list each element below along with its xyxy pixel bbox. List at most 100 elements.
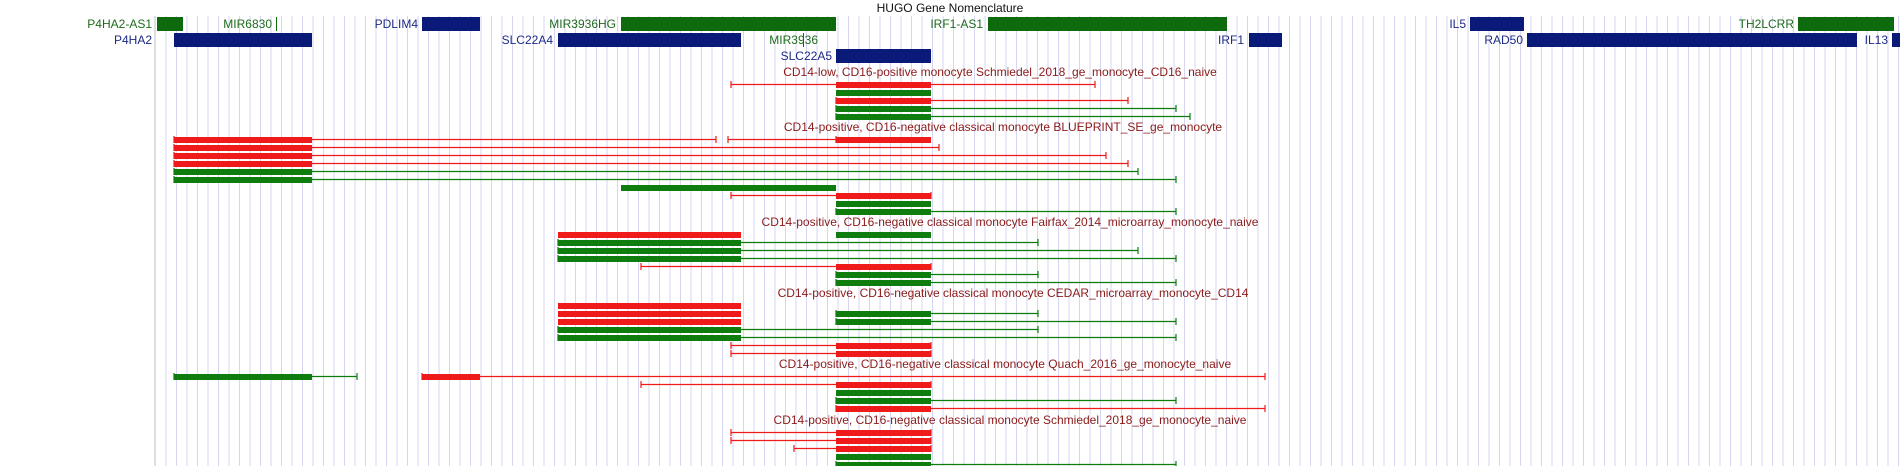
qtl-row[interactable] xyxy=(621,185,836,191)
qtl-block xyxy=(836,201,931,207)
gene-body xyxy=(1527,33,1857,47)
qtl-row[interactable] xyxy=(835,208,1177,215)
gene-irf1-as1[interactable]: IRF1-AS1 xyxy=(930,17,1227,31)
gene-mir3936[interactable]: MIR3936 xyxy=(769,33,818,47)
qtl-block xyxy=(558,248,741,254)
qtl-row[interactable] xyxy=(730,192,932,199)
panel-title: CD14-positive, CD16-negative classical m… xyxy=(774,413,1247,427)
qtl-row[interactable] xyxy=(835,310,1039,317)
qtl-row[interactable] xyxy=(730,429,932,436)
qtl-block xyxy=(836,114,931,120)
gene-mir6830[interactable]: MIR6830 xyxy=(223,17,277,31)
gene-pdlim4[interactable]: PDLIM4 xyxy=(375,17,480,31)
qtl-row[interactable] xyxy=(836,90,931,96)
qtl-row[interactable] xyxy=(835,318,1177,325)
qtl-row[interactable] xyxy=(727,136,931,143)
qtl-block xyxy=(558,335,741,341)
qtl-block xyxy=(836,272,931,278)
qtl-row[interactable] xyxy=(173,168,1139,175)
qtl-row[interactable] xyxy=(558,303,741,309)
gene-body xyxy=(422,17,480,31)
gene-p4ha2[interactable]: P4HA2 xyxy=(114,33,312,47)
gene-irf1[interactable]: IRF1 xyxy=(1218,33,1282,47)
qtl-row[interactable] xyxy=(835,397,1177,404)
gene-p4ha2-as1[interactable]: P4HA2-AS1 xyxy=(87,17,183,31)
qtl-row[interactable] xyxy=(835,461,1177,466)
qtl-block xyxy=(836,193,931,199)
qtl-row[interactable] xyxy=(640,381,932,388)
qtl-row[interactable] xyxy=(557,255,1177,262)
qtl-row[interactable] xyxy=(557,247,1139,254)
gene-label: IL5 xyxy=(1449,17,1466,31)
qtl-block xyxy=(174,169,312,175)
panel-title: CD14-positive, CD16-negative classical m… xyxy=(778,286,1249,300)
qtl-row[interactable] xyxy=(836,232,931,238)
gene-body xyxy=(174,33,312,47)
gene-slc22a4[interactable]: SLC22A4 xyxy=(502,33,741,47)
qtl-block xyxy=(836,311,931,317)
qtl-block xyxy=(174,137,312,143)
qtl-row[interactable] xyxy=(835,279,1177,286)
gene-label: MIR3936 xyxy=(769,33,818,47)
qtl-row[interactable] xyxy=(557,334,1177,341)
qtl-row[interactable] xyxy=(836,454,931,460)
qtl-row[interactable] xyxy=(558,319,741,325)
gene-slc22a5[interactable]: SLC22A5 xyxy=(781,49,931,63)
qtl-block xyxy=(836,90,931,96)
qtl-row[interactable] xyxy=(557,239,1039,246)
gene-rad50[interactable]: RAD50 xyxy=(1484,33,1857,47)
qtl-row[interactable] xyxy=(173,160,1129,167)
track-title: HUGO Gene Nomenclature xyxy=(877,1,1024,15)
qtl-row[interactable] xyxy=(835,97,1129,104)
vertical-grid-lines xyxy=(154,16,1899,466)
qtl-row[interactable] xyxy=(836,201,931,207)
qtl-block xyxy=(422,374,480,380)
qtl-row[interactable] xyxy=(835,271,1039,278)
qtl-row[interactable] xyxy=(557,326,1039,333)
qtl-block xyxy=(558,319,741,325)
qtl-row[interactable] xyxy=(793,445,932,452)
qtl-row[interactable] xyxy=(730,437,932,444)
qtl-row[interactable] xyxy=(173,144,940,151)
gene-body xyxy=(1798,17,1894,31)
panel-2: CD14-positive, CD16-negative classical m… xyxy=(173,120,1222,215)
gene-mir3936hg[interactable]: MIR3936HG xyxy=(549,17,836,31)
qtl-block xyxy=(836,351,931,357)
gene-body xyxy=(836,49,931,63)
gene-th2lcrr[interactable]: TH2LCRR xyxy=(1739,17,1894,31)
qtl-block xyxy=(836,137,931,143)
qtl-row[interactable] xyxy=(836,390,931,396)
panel-4: CD14-positive, CD16-negative classical m… xyxy=(557,286,1249,357)
qtl-block xyxy=(174,374,312,380)
qtl-row[interactable] xyxy=(173,176,1177,183)
qtl-block xyxy=(836,382,931,388)
gene-label: P4HA2-AS1 xyxy=(87,17,152,31)
qtl-block xyxy=(836,343,931,349)
qtl-block xyxy=(558,303,741,309)
qtl-block xyxy=(836,106,931,112)
qtl-row[interactable] xyxy=(558,232,741,238)
qtl-row[interactable] xyxy=(730,81,1096,88)
qtl-row[interactable] xyxy=(835,105,1177,112)
qtl-row[interactable] xyxy=(173,136,717,143)
qtl-row[interactable] xyxy=(730,342,932,349)
qtl-row[interactable] xyxy=(173,373,358,380)
gene-label: IRF1 xyxy=(1218,33,1244,47)
gene-body xyxy=(621,17,836,31)
qtl-row[interactable] xyxy=(558,311,741,317)
qtl-block xyxy=(174,145,312,151)
qtl-row[interactable] xyxy=(173,152,1107,159)
qtl-row[interactable] xyxy=(835,405,1266,412)
qtl-row[interactable] xyxy=(730,350,932,357)
panel-1: CD14-low, CD16-positive monocyte Schmied… xyxy=(730,65,1217,120)
qtl-block xyxy=(836,82,931,88)
gene-il13[interactable]: IL13 xyxy=(1865,33,1900,47)
gene-il5[interactable]: IL5 xyxy=(1449,17,1524,31)
qtl-block xyxy=(174,161,312,167)
panel-title: CD14-positive, CD16-negative classical m… xyxy=(779,357,1232,371)
qtl-row[interactable] xyxy=(421,373,1266,380)
qtl-row[interactable] xyxy=(835,113,1191,120)
gene-label: MIR3936HG xyxy=(549,17,616,31)
qtl-row[interactable] xyxy=(640,263,932,270)
